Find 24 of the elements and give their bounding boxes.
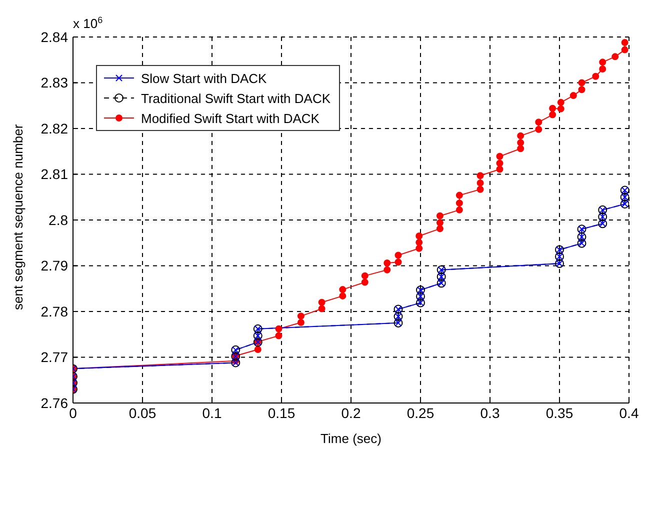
x-tick-label: 0.2	[341, 404, 361, 421]
x-tick-label: 0.1	[202, 404, 222, 421]
x-tick-label: 0.15	[268, 404, 296, 421]
x-tick-label: 0.3	[480, 404, 500, 421]
x-tick-label: 0.4	[619, 404, 639, 421]
y-tick-label: 2.84	[40, 28, 68, 45]
y-tick-label: 2.77	[40, 349, 68, 366]
y-tick-label: 2.82	[40, 120, 68, 136]
legend-label: Modified Swift Start with DACK	[141, 110, 320, 126]
y-axis-title: sent segment sequence number	[10, 124, 26, 310]
x-axis-title: Time (sec)	[320, 431, 382, 446]
x-tick-label: 0.35	[546, 404, 574, 421]
x-tick-label: 0.25	[406, 404, 434, 421]
text: x 10$^{6}$	[73, 15, 103, 31]
x-tick-label: 0	[69, 404, 78, 421]
y-tick-label: 2.81	[40, 166, 68, 182]
y-tick-label: 2.83	[40, 74, 68, 91]
x-tick-label: 0.05	[128, 404, 156, 421]
y-tick-label: 2.8	[48, 212, 68, 228]
y-tick-label: 2.76	[40, 394, 68, 411]
legend-label: Slow Start with DACK	[141, 70, 267, 86]
y-tick-label: 2.78	[40, 303, 68, 320]
legend-label: Traditional Swift Start with DACK	[141, 90, 331, 106]
y-tick-label: 2.79	[40, 258, 68, 274]
